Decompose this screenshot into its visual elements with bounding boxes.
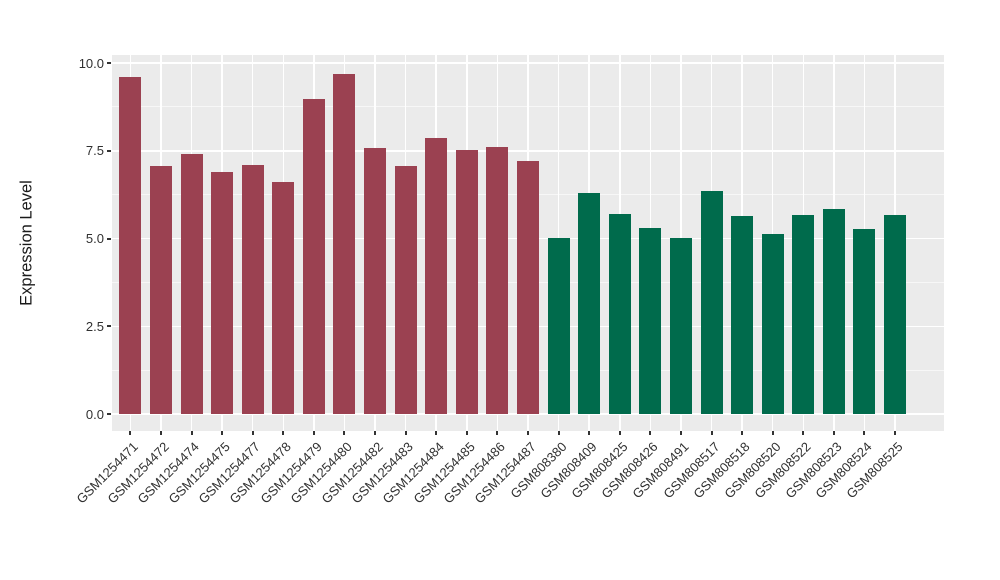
x-tick: [435, 431, 438, 435]
x-tick: [343, 431, 346, 435]
x-tick: [741, 431, 744, 435]
x-tick: [618, 431, 621, 435]
bar: [884, 215, 907, 414]
bar: [149, 165, 172, 414]
bar: [486, 146, 509, 414]
y-tick-label: 0.0: [85, 406, 104, 422]
bar: [792, 215, 815, 414]
bar: [853, 229, 876, 414]
bars-layer: [112, 55, 944, 431]
bar: [517, 160, 539, 414]
bar: [608, 213, 631, 414]
x-tick: [863, 431, 866, 435]
x-tick: [802, 431, 805, 435]
bar: [211, 171, 234, 414]
bar: [639, 227, 662, 414]
x-tick: [221, 431, 224, 435]
x-tick: [282, 431, 285, 435]
bar: [822, 209, 845, 414]
y-tick: [107, 237, 111, 240]
bar: [364, 147, 387, 414]
bar: [761, 234, 784, 414]
y-tick: [107, 149, 111, 152]
y-tick-label: 7.5: [85, 143, 104, 159]
y-tick-label: 5.0: [85, 231, 104, 246]
x-tick: [527, 431, 529, 435]
bar: [272, 181, 295, 414]
x-tick: [374, 431, 377, 435]
x-tick: [190, 431, 193, 435]
x-tick: [894, 431, 897, 435]
bar: [547, 237, 570, 414]
bar: [700, 191, 723, 414]
y-tick: [107, 325, 111, 328]
bar: [731, 215, 754, 414]
x-tick: [465, 431, 468, 435]
x-tick: [588, 431, 591, 435]
x-tick: [710, 431, 713, 435]
x-tick: [496, 431, 499, 435]
x-tick: [251, 431, 254, 435]
bar: [578, 192, 601, 414]
bar: [669, 237, 692, 414]
bar: [425, 138, 448, 414]
x-tick: [771, 431, 774, 435]
x-tick: [649, 431, 652, 435]
plot-panel: [112, 55, 944, 431]
y-tick: [107, 413, 111, 415]
x-tick: [832, 431, 835, 435]
x-tick: [312, 431, 315, 435]
x-tick: [557, 431, 560, 435]
y-tick-label: 10.0: [78, 55, 104, 71]
bar: [119, 76, 142, 414]
x-tick: [159, 431, 162, 435]
bar: [333, 73, 356, 414]
x-tick: [679, 431, 682, 435]
y-tick: [107, 62, 111, 64]
y-tick-label: 2.5: [85, 318, 104, 334]
x-tick: [129, 431, 132, 435]
x-tick: [404, 431, 407, 435]
bar: [302, 99, 325, 414]
bar: [394, 165, 417, 414]
bar: [455, 150, 478, 414]
bar: [180, 153, 203, 414]
bar: [241, 164, 264, 414]
